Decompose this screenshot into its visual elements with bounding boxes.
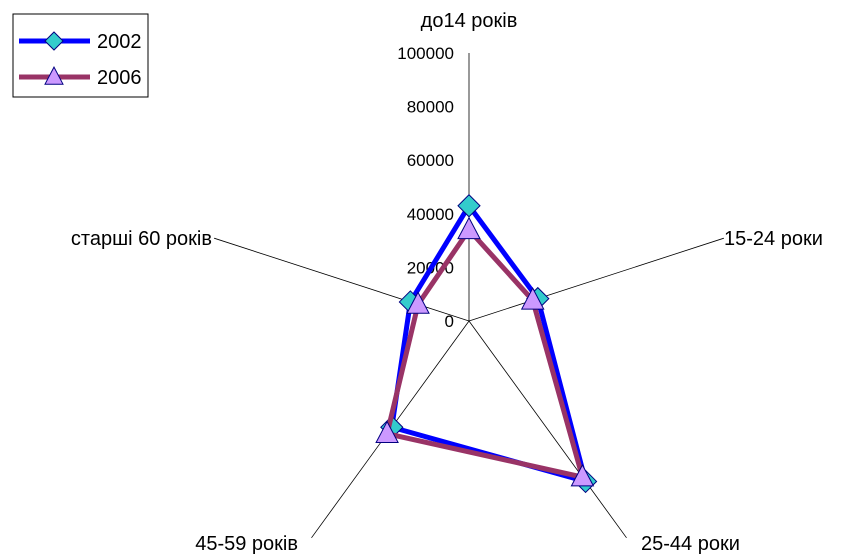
legend-box [12,13,149,98]
legend-marker-2002 [44,31,64,51]
radial-tick-label: 60000 [407,151,454,170]
category-labels: до14 років 15-24 роки 25-44 роки 45-59 рокі… [71,10,823,555]
legend-label-2006: 2006 [97,67,142,89]
data-point-2006 [406,291,430,314]
category-label: старші 60 років [71,228,212,250]
data-point-2006 [375,420,399,444]
series-line-2006 [384,225,586,481]
axis-line-4 [213,237,470,322]
series-group [375,194,598,494]
radar-axes [213,53,725,539]
data-point-2006 [457,216,481,240]
radial-tick-label: 80000 [407,98,454,117]
data-point-2006 [520,287,545,310]
category-label: 15-24 роки [724,228,823,250]
category-label: 45-59 років [195,533,298,555]
radial-tick-label: 100000 [397,44,454,63]
radial-tick-label: 0 [445,312,454,331]
radial-tick-label: 40000 [407,205,454,224]
data-point-2006 [570,463,595,487]
category-label: до14 років [421,10,518,32]
legend-marker-2006 [44,66,64,85]
legend-label-2002: 2002 [97,31,142,53]
legend: 2002 2006 [12,13,149,98]
axis-line-2 [468,320,627,539]
category-label: 25-44 роки [641,533,740,555]
axis-line-1 [468,237,725,322]
